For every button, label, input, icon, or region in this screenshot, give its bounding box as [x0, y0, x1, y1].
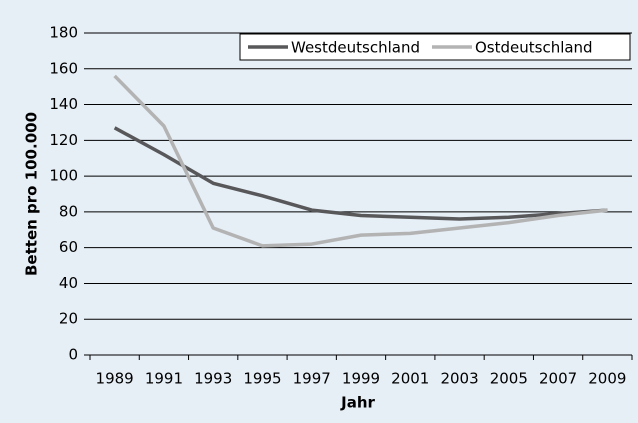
x-tick-label: 2001 [391, 370, 429, 388]
y-tick-label: 180 [49, 24, 78, 42]
y-tick-label: 60 [59, 238, 78, 256]
y-axis-title: Betten pro 100.000 [23, 112, 41, 276]
x-tick-label: 1999 [342, 370, 380, 388]
y-tick-label: 140 [49, 95, 78, 113]
x-tick-label: 1991 [145, 370, 183, 388]
series-line [113, 74, 608, 248]
x-axis-title: Jahr [340, 394, 375, 412]
y-tick-label: 0 [68, 346, 78, 364]
x-tick-label: 1997 [293, 370, 331, 388]
x-tick-label: 1989 [96, 370, 134, 388]
y-tick-label: 160 [49, 59, 78, 77]
y-tick-label: 80 [59, 202, 78, 220]
x-tick-label: 2007 [539, 370, 577, 388]
legend: Westdeutschland Ostdeutschland [239, 33, 631, 61]
x-tick-label: 1995 [243, 370, 281, 388]
x-tick-label: 1993 [194, 370, 232, 388]
y-tick-label: 40 [59, 274, 78, 292]
y-tick-label: 20 [59, 310, 78, 328]
legend-label: Ostdeutschland [475, 39, 593, 57]
y-tick-label: 100 [49, 167, 78, 185]
x-tick-label: 2009 [588, 370, 626, 388]
x-tick-label: 2003 [440, 370, 478, 388]
series-line [113, 126, 608, 221]
legend-label: Westdeutschland [291, 39, 420, 57]
x-tick-label: 2005 [490, 370, 528, 388]
y-tick-label: 120 [49, 131, 78, 149]
